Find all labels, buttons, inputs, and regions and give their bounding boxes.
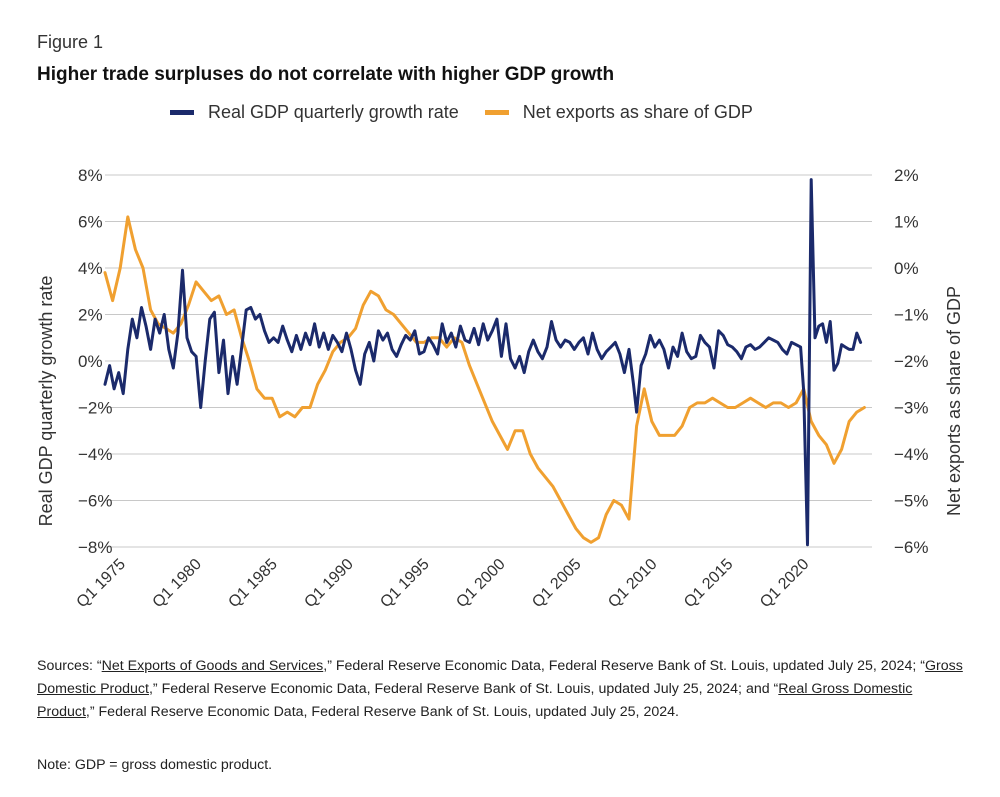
sources-text: Sources: “Net Exports of Goods and Servi… — [37, 655, 967, 724]
legend-item-net-exports: Net exports as share of GDP — [484, 102, 753, 123]
legend-swatch-net-exports — [484, 110, 509, 115]
x-tick-label: Q1 1995 — [377, 556, 432, 611]
y-tick-left: −6% — [78, 492, 113, 511]
y-tick-left: −2% — [78, 399, 113, 418]
x-tick-label: Q1 2010 — [605, 556, 660, 611]
x-tick-label: Q1 1985 — [225, 556, 280, 611]
y-axis-title-right: Net exports as share of GDP — [944, 286, 964, 516]
y-tick-right: −6% — [894, 538, 929, 557]
y-tick-right: 2% — [894, 166, 919, 185]
sources-prefix: Sources: “ — [37, 658, 102, 674]
sources-mid-1: ,” Federal Reserve Economic Data, Federa… — [323, 658, 925, 674]
x-tick-label: Q1 2005 — [529, 556, 584, 611]
series-line-gdp-growth — [103, 178, 863, 547]
x-tick-label: Q1 2000 — [453, 556, 508, 611]
legend-swatch-gdp — [170, 110, 194, 115]
y-tick-right: −4% — [894, 445, 929, 464]
y-tick-left: −4% — [78, 445, 113, 464]
y-tick-right: −5% — [894, 492, 929, 511]
source-link-real-gdp[interactable]: Real Gross Domestic Product — [37, 681, 913, 720]
x-tick-label: Q1 1975 — [74, 556, 129, 611]
sources-mid-2: ,” Federal Reserve Economic Data, Federa… — [148, 681, 779, 697]
y-tick-left: 4% — [78, 259, 103, 278]
legend-item-gdp: Real GDP quarterly growth rate — [170, 102, 459, 123]
figure-label: Figure 1 — [37, 32, 104, 52]
x-tick-label: Q1 1980 — [150, 556, 205, 611]
y-tick-left: −8% — [78, 538, 113, 557]
x-tick-label: Q1 2020 — [757, 556, 812, 611]
y-tick-left: 0% — [78, 352, 103, 371]
source-link-net-exports[interactable]: Net Exports of Goods and Services — [101, 658, 324, 674]
legend: Real GDP quarterly growth rate Net expor… — [170, 102, 779, 123]
y-tick-right: 1% — [894, 213, 919, 232]
y-tick-left: 2% — [78, 306, 103, 325]
y-tick-right: −2% — [894, 352, 929, 371]
legend-label-gdp: Real GDP quarterly growth rate — [208, 102, 459, 122]
note-text: Note: GDP = gross domestic product. — [37, 757, 273, 773]
y-tick-right: −3% — [894, 399, 929, 418]
source-link-gdp[interactable]: Gross Domestic Product — [37, 658, 963, 697]
chart-title: Higher trade surpluses do not correlate … — [37, 64, 615, 85]
y-axis-title-left: Real GDP quarterly growth rate — [36, 276, 56, 527]
legend-label-net-exports: Net exports as share of GDP — [522, 102, 753, 122]
series-line-net-exports — [103, 215, 866, 544]
y-tick-left: 8% — [78, 166, 103, 185]
chart-svg: 8% 2% 6% 1% 4% 0% 2% −1% 0% −2% −2% −3% −4% −4% −6% −5%… — [36, 166, 964, 611]
y-tick-right: −1% — [894, 306, 929, 325]
x-tick-label: Q1 2015 — [681, 556, 736, 611]
x-tick-label: Q1 1990 — [301, 556, 356, 611]
y-tick-left: 6% — [78, 213, 103, 232]
sources-suffix: ,” Federal Reserve Economic Data, Federa… — [85, 704, 679, 720]
y-tick-right: 0% — [894, 259, 919, 278]
